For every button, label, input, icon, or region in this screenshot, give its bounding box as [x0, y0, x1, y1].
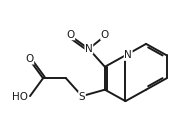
Text: O: O: [101, 30, 109, 40]
Text: O: O: [66, 30, 75, 40]
Text: O: O: [25, 54, 34, 64]
Text: S: S: [79, 92, 85, 102]
Text: HO: HO: [12, 92, 28, 102]
Text: N: N: [85, 44, 93, 54]
Text: N: N: [124, 50, 132, 60]
